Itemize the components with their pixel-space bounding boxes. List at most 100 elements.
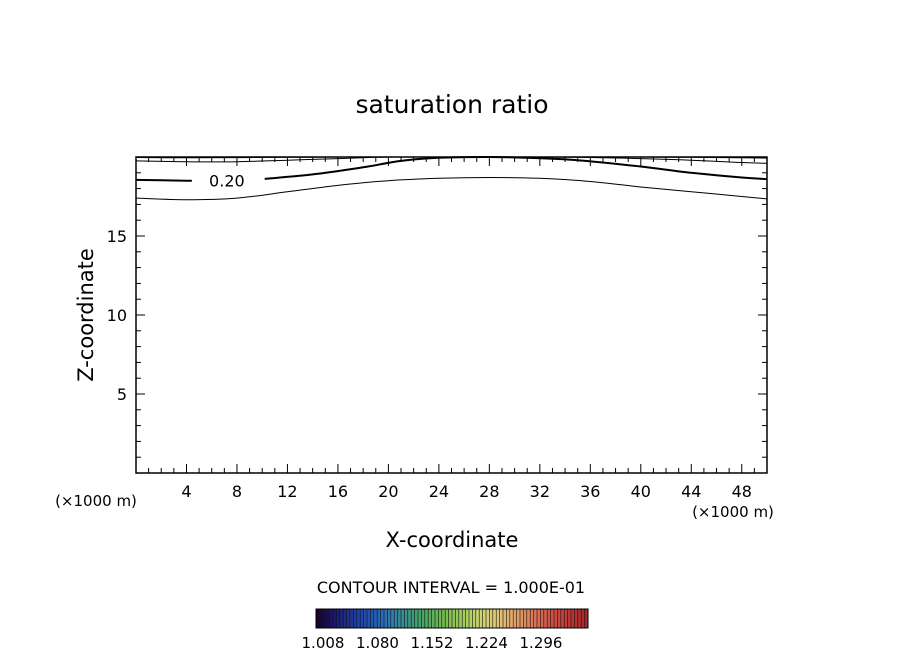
colorbar-tick-label: 1.152 [411,634,454,652]
colorbar-swatch [469,609,473,628]
x-tick-label: 8 [232,482,242,501]
colorbar-swatch [550,609,555,628]
contour-line [135,178,193,182]
colorbar-swatch [492,609,497,628]
contour-label: 0.20 [209,171,245,190]
colorbar-tick-label: 1.296 [520,634,563,652]
y-tick-label: 10 [107,306,127,325]
colorbar-swatch [516,609,521,628]
colorbar-swatch [537,609,541,628]
colorbar-swatch [343,609,347,628]
colorbar-swatch [333,609,337,628]
contour-line [135,176,768,201]
colorbar-swatch [540,609,545,628]
x-tick-label: 4 [181,482,191,501]
colorbar-swatch [397,609,402,628]
x-tick-label: 48 [732,482,752,501]
colorbar-swatch [346,609,351,628]
x-unit-label-left: (×1000 m) [55,492,137,510]
colorbar-swatch [394,609,398,628]
x-tick-label: 20 [378,482,398,501]
colorbar-swatch [520,609,524,628]
x-tick-label: 16 [328,482,348,501]
x-tick-label: 28 [479,482,499,501]
colorbar-swatch [503,609,507,628]
x-tick-label: 12 [277,482,297,501]
colorbar-swatch [533,609,538,628]
colorbar-swatch [479,609,483,628]
colorbar-tick-label: 1.080 [356,634,399,652]
colorbar-swatch [475,609,480,628]
x-tick-label: 36 [580,482,600,501]
axis-ticks [136,157,767,473]
colorbar-swatch [360,609,364,628]
colorbar-swatch [523,609,528,628]
colorbar-swatch [506,609,511,628]
x-tick-label: 32 [530,482,550,501]
colorbar-swatch [557,609,562,628]
colorbar-swatch [564,609,568,628]
colorbar-swatch [489,609,494,628]
colorbar-swatch [486,609,490,628]
colorbar-swatch [438,609,443,628]
colorbar-swatch [319,609,324,628]
colorbar-swatch [509,609,514,628]
colorbar-swatch [377,609,381,628]
y-tick-label: 5 [117,385,127,404]
colorbar-swatch [574,609,579,628]
contour-interval-text: CONTOUR INTERVAL = 1.000E-01 [317,578,585,597]
colorbar-tick-label: 1.008 [302,634,345,652]
colorbar-swatch [465,609,470,628]
colorbar-swatch [543,609,548,628]
colorbar-swatch [567,609,572,628]
colorbar-swatch [428,609,432,628]
colorbar-swatch [472,609,477,628]
colorbar [315,608,589,629]
colorbar-swatch [526,609,531,628]
colorbar-swatch [560,609,565,628]
colorbar-swatch [581,609,585,628]
colorbar-swatch [356,609,361,628]
colorbar-swatch [329,609,334,628]
colorbar-swatch [373,609,378,628]
colorbar-swatch [350,609,354,628]
plot-frame [135,156,768,474]
colorbar-labels: 1.008 1.080 1.152 1.224 1.296 [302,634,563,652]
colorbar-swatch [431,609,436,628]
colorbar-swatch [496,609,500,628]
y-axis-label: Z-coordinate [74,248,98,382]
colorbar-swatch [390,609,395,628]
colorbar-swatch [441,609,446,628]
colorbar-swatch [407,609,412,628]
colorbar-swatch [452,609,456,628]
colorbar-swatch [499,609,504,628]
colorbar-swatch [584,609,589,628]
colorbar-swatch [424,609,429,628]
colorbar-swatch [482,609,487,628]
colorbar-frame [315,608,589,629]
chart-title: saturation ratio [355,90,548,119]
x-tick-label: 44 [681,482,701,501]
colorbar-swatch [387,609,392,628]
colorbar-swatch [316,609,320,628]
colorbar-swatch [445,609,449,628]
colorbar-swatch [435,609,439,628]
colorbar-swatch [384,609,388,628]
colorbar-swatch [380,609,385,628]
colorbar-swatch [513,609,517,628]
x-unit-label-right: (×1000 m) [692,503,774,521]
colorbar-swatch [363,609,368,628]
colorbar-swatch [367,609,371,628]
colorbar-swatch [455,609,460,628]
colorbar-swatch [448,609,453,628]
colorbar-swatch [462,609,466,628]
colorbar-swatch [571,609,575,628]
colorbar-swatch [404,609,409,628]
y-tick-labels: 5 10 15 [107,227,127,404]
colorbar-swatch [458,609,463,628]
colorbar-swatch [339,609,344,628]
colorbar-swatch [577,609,582,628]
colorbar-swatch [414,609,419,628]
colorbar-swatch [418,609,422,628]
